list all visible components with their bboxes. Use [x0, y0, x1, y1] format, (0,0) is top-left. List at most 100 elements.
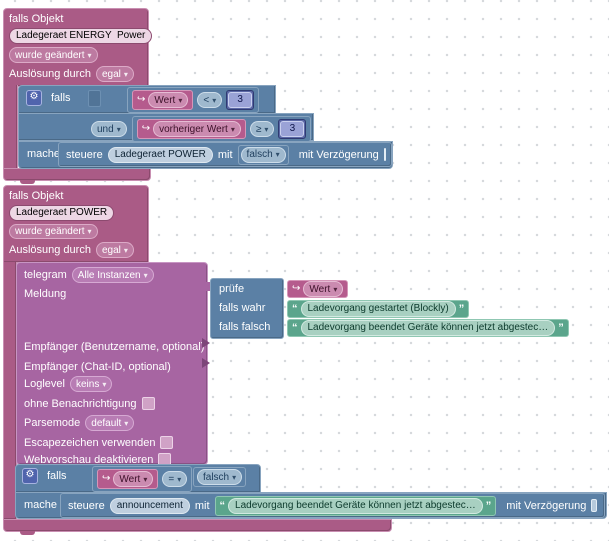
operator-value: = [168, 473, 175, 485]
escape-checkbox[interactable] [160, 436, 174, 449]
state-value-block[interactable]: ↪ Wert ▾ [287, 280, 349, 298]
parsemode-label: Parsemode [24, 417, 81, 429]
text-block-true[interactable]: “ Ladevorgang gestartet (Blockly) ” [287, 300, 470, 318]
ternary-block[interactable]: prüfe falls wahr falls falsch [210, 278, 284, 339]
if1-cond1[interactable]: ↪ Wert ▾ < ▾ 3 [127, 87, 260, 113]
parsemode-dropdown[interactable]: default ▾ [85, 415, 135, 431]
if1-condition-socket [88, 90, 101, 107]
value-source-dropdown[interactable]: Wert ▾ [113, 471, 154, 487]
compare-block[interactable]: ↪ Wert ▾ < ▾ 3 [127, 87, 260, 113]
silent-label: ohne Benachrichtigung [24, 397, 137, 410]
trigger1-event-dropdown[interactable]: wurde geändert ▾ [9, 47, 98, 63]
chevron-down-icon: ▾ [232, 472, 237, 482]
telegram-silent-row: ohne Benachrichtigung [24, 397, 155, 410]
delay-label: mit Verzögerung [298, 148, 379, 161]
quote-close-icon: ” [558, 322, 564, 334]
mutator-gear-icon[interactable]: ⚙ [22, 468, 38, 484]
trigger2-event-value: wurde geändert [15, 226, 85, 237]
mit-label: mit [194, 499, 210, 512]
boolean-value: falsch [246, 149, 273, 160]
operator-dropdown[interactable]: = ▾ [162, 471, 188, 487]
trigger-block-1[interactable]: falls Objekt Ladegeraet ENERGY Power wur… [3, 8, 153, 87]
boolean-dropdown[interactable]: falsch ▾ [197, 469, 243, 485]
operator-dropdown[interactable]: ≥ ▾ [249, 121, 275, 137]
telegram-recipient-chat-row: Empfänger (Chat-ID, optional) [24, 357, 210, 373]
silent-checkbox[interactable] [141, 397, 155, 410]
control-object-id-field[interactable]: announcement [109, 497, 190, 514]
if1-cond2[interactable]: und ▾ ↪ vorheriger Wert ▾ ≥ ▾ 3 [91, 116, 312, 142]
text-field[interactable]: Ladevorgang beendet Geräte können jetzt … [228, 497, 483, 514]
number-block[interactable]: 3 [278, 119, 307, 139]
chevron-down-icon: ▾ [212, 95, 217, 105]
text-field[interactable]: Ladevorgang beendet Geräte können jetzt … [300, 320, 556, 336]
state-value-block[interactable]: ↪ Wert ▾ [132, 90, 194, 110]
if1-label-row: ⚙ falls [26, 90, 71, 106]
telegram-escape-row: Escapezeichen verwenden [24, 436, 174, 449]
mutator-gear-icon[interactable]: ⚙ [26, 90, 42, 106]
text-block[interactable]: “ Ladevorgang beendet Geräte können jetz… [214, 495, 497, 516]
trigger2-event-dropdown[interactable]: wurde geändert ▾ [9, 224, 98, 239]
chevron-down-icon: ▾ [123, 69, 128, 79]
chevron-down-icon: ▾ [123, 245, 128, 255]
boolean-dropdown[interactable]: falsch ▾ [240, 146, 286, 163]
value-source-dropdown[interactable]: vorheriger Wert ▾ [153, 121, 241, 137]
state-value-block[interactable]: ↪ vorheriger Wert ▾ [136, 119, 246, 139]
compare-block[interactable]: ↪ vorheriger Wert ▾ ≥ ▾ 3 [131, 116, 312, 142]
chevron-down-icon: ▾ [275, 150, 280, 159]
chevron-down-icon: ▾ [116, 124, 121, 134]
number-block[interactable]: 3 [226, 90, 255, 110]
logic-boolean-block[interactable]: falsch ▾ [193, 467, 247, 487]
quote-close-icon: ” [458, 303, 465, 315]
compare-block[interactable]: ↪ Wert ▾ = ▾ [92, 466, 193, 492]
trigger1-by-dropdown[interactable]: egal ▾ [95, 66, 134, 82]
control-object-id-field[interactable]: Ladegeraet POWER [107, 146, 213, 163]
control-state-block-2[interactable]: steuere announcement mit “ Ladevorgang b… [60, 493, 605, 518]
value-arrow-icon: ↪ [137, 94, 146, 105]
number-field[interactable]: 3 [280, 121, 305, 137]
if2-label-row: ⚙ falls [22, 468, 67, 484]
value-source-dropdown[interactable]: Wert ▾ [303, 281, 344, 297]
chevron-down-icon: ▾ [87, 50, 92, 60]
value-source-dropdown[interactable]: Wert ▾ [148, 92, 189, 108]
text-field[interactable]: Ladevorgang gestartet (Blockly) [300, 301, 456, 317]
if2-mache-label: mache [24, 499, 58, 511]
if1-falls-label: falls [51, 92, 71, 104]
delay-checkbox[interactable] [591, 499, 597, 512]
number-field[interactable]: 3 [228, 92, 253, 108]
control-state-block-1[interactable]: steuere Ladegeraet POWER mit falsch ▾ mit… [58, 142, 392, 167]
telegram-header: telegram Alle Instanzen ▾ [24, 267, 154, 283]
chevron-down-icon: ▾ [178, 95, 183, 105]
value-source: Wert [119, 473, 141, 485]
telegram-message-connector [203, 282, 212, 291]
trigger2-by-value: egal [101, 244, 121, 256]
telegram-label: telegram [24, 269, 67, 281]
telegram-instance-dropdown[interactable]: Alle Instanzen ▾ [71, 267, 154, 283]
trigger2-object-id-field[interactable]: Ladegeraet POWER [9, 205, 115, 221]
chevron-down-icon: ▾ [177, 474, 182, 484]
delay-checkbox[interactable] [383, 148, 386, 161]
quote-open-icon: “ [219, 499, 226, 512]
loglevel-value: keins [75, 378, 100, 390]
trigger2-by-dropdown[interactable]: egal ▾ [95, 242, 134, 258]
value-socket-icon[interactable] [202, 338, 210, 348]
chevron-down-icon: ▾ [143, 474, 148, 484]
logic-and-dropdown[interactable]: und ▾ [91, 121, 127, 137]
logic-boolean-block[interactable]: falsch ▾ [237, 144, 289, 165]
ternary-true-label: falls wahr [219, 302, 266, 314]
loglevel-dropdown[interactable]: keins ▾ [69, 376, 113, 392]
telegram-block[interactable]: telegram Alle Instanzen ▾ Meldung Empfäng… [16, 262, 210, 466]
delay-label: mit Verzögerung [506, 499, 587, 512]
trigger-block-2[interactable]: falls Objekt Ladegeraet POWER wurde geän… [3, 185, 149, 263]
operator-dropdown[interactable]: < ▾ [197, 92, 223, 108]
text-block-false[interactable]: “ Ladevorgang beendet Geräte können jetz… [287, 319, 569, 337]
trigger1-spine [3, 85, 18, 170]
value-socket-icon[interactable] [202, 358, 210, 368]
no-preview-label: Webvorschau deaktivieren [24, 453, 154, 466]
trigger1-object-id-field[interactable]: Ladegeraet ENERGY Power [9, 28, 153, 44]
value-arrow-icon: ↪ [292, 283, 301, 294]
loglevel-label: Loglevel [24, 378, 65, 390]
telegram-parsemode-row: Parsemode default ▾ [24, 415, 135, 431]
instance-value: Alle Instanzen [77, 269, 141, 281]
state-value-block[interactable]: ↪ Wert ▾ [97, 469, 159, 489]
